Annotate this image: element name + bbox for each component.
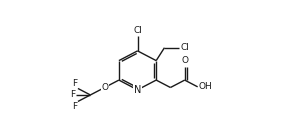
Text: O: O <box>181 56 188 66</box>
Text: F: F <box>72 79 77 88</box>
Text: Cl: Cl <box>181 43 189 52</box>
Text: Cl: Cl <box>133 26 142 35</box>
Text: F: F <box>72 102 77 111</box>
Text: O: O <box>101 83 108 92</box>
Text: OH: OH <box>199 82 213 91</box>
Text: N: N <box>134 85 141 95</box>
Text: F: F <box>70 91 75 99</box>
